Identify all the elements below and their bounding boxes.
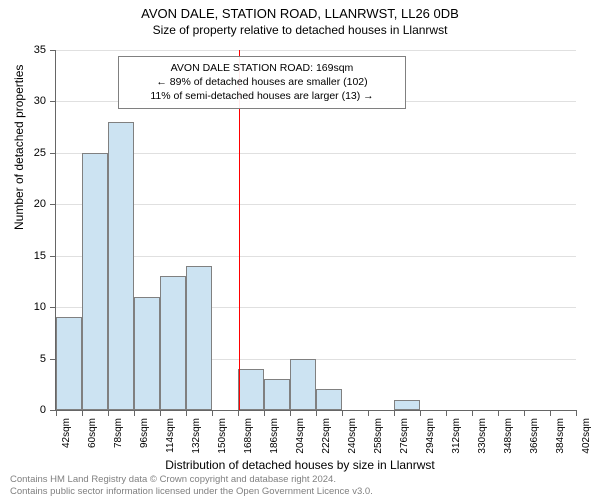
x-tick-label: 222sqm	[321, 418, 332, 454]
y-tick	[50, 50, 56, 51]
x-tick	[134, 410, 135, 416]
x-tick	[446, 410, 447, 416]
x-tick-label: 78sqm	[113, 418, 124, 448]
x-tick	[160, 410, 161, 416]
histogram-bar	[56, 317, 82, 410]
info-line-2: ← 89% of detached houses are smaller (10…	[127, 75, 397, 89]
x-tick	[498, 410, 499, 416]
x-tick	[368, 410, 369, 416]
histogram-bar	[238, 369, 264, 410]
x-tick-label: 384sqm	[555, 418, 566, 454]
y-tick	[50, 256, 56, 257]
x-tick	[238, 410, 239, 416]
x-tick-label: 96sqm	[139, 418, 150, 448]
x-tick-label: 204sqm	[295, 418, 306, 454]
x-tick-label: 312sqm	[451, 418, 462, 454]
histogram-bar	[82, 153, 108, 410]
gridline-h	[56, 50, 576, 51]
x-tick-label: 402sqm	[581, 418, 592, 454]
x-tick-label: 330sqm	[477, 418, 488, 454]
gridline-h	[56, 204, 576, 205]
histogram-bar	[108, 122, 134, 410]
y-tick-label: 35	[34, 44, 46, 56]
histogram-bar	[290, 359, 316, 410]
footer-line-1: Contains HM Land Registry data © Crown c…	[10, 474, 373, 486]
x-tick-label: 42sqm	[61, 418, 72, 448]
y-tick-label: 15	[34, 250, 46, 262]
x-tick-label: 60sqm	[87, 418, 98, 448]
x-tick-label: 276sqm	[399, 418, 410, 454]
gridline-h	[56, 153, 576, 154]
page-title: AVON DALE, STATION ROAD, LLANRWST, LL26 …	[0, 0, 600, 21]
y-tick	[50, 153, 56, 154]
x-tick-label: 294sqm	[425, 418, 436, 454]
histogram-bar	[316, 389, 342, 410]
info-box: AVON DALE STATION ROAD: 169sqm ← 89% of …	[118, 56, 406, 109]
x-tick	[108, 410, 109, 416]
histogram-bar	[394, 400, 420, 410]
y-axis-title: Number of detached properties	[12, 65, 26, 230]
gridline-h	[56, 256, 576, 257]
x-axis-title: Distribution of detached houses by size …	[0, 458, 600, 472]
x-tick	[394, 410, 395, 416]
x-tick	[186, 410, 187, 416]
histogram-bar	[264, 379, 290, 410]
x-tick	[82, 410, 83, 416]
x-tick	[212, 410, 213, 416]
histogram-bar	[160, 276, 186, 410]
y-tick	[50, 101, 56, 102]
x-tick-label: 240sqm	[347, 418, 358, 454]
y-tick-label: 20	[34, 198, 46, 210]
plot-area: 0510152025303542sqm60sqm78sqm96sqm114sqm…	[55, 50, 576, 411]
x-tick-label: 258sqm	[373, 418, 384, 454]
x-tick-label: 150sqm	[217, 418, 228, 454]
x-tick	[472, 410, 473, 416]
footer-attribution: Contains HM Land Registry data © Crown c…	[10, 474, 373, 498]
x-tick-label: 168sqm	[243, 418, 254, 454]
info-line-1: AVON DALE STATION ROAD: 169sqm	[127, 61, 397, 75]
page-subtitle: Size of property relative to detached ho…	[0, 21, 600, 37]
y-tick-label: 5	[40, 353, 46, 365]
x-tick	[420, 410, 421, 416]
x-tick	[264, 410, 265, 416]
y-tick	[50, 307, 56, 308]
y-tick-label: 0	[40, 404, 46, 416]
x-tick	[524, 410, 525, 416]
footer-line-2: Contains public sector information licen…	[10, 486, 373, 498]
y-tick-label: 25	[34, 147, 46, 159]
x-tick	[316, 410, 317, 416]
x-tick-label: 132sqm	[191, 418, 202, 454]
info-line-3: 11% of semi-detached houses are larger (…	[127, 89, 397, 103]
x-tick	[550, 410, 551, 416]
y-tick	[50, 204, 56, 205]
x-tick	[56, 410, 57, 416]
x-tick-label: 366sqm	[529, 418, 540, 454]
histogram-bar	[186, 266, 212, 410]
x-tick	[342, 410, 343, 416]
chart-container: AVON DALE, STATION ROAD, LLANRWST, LL26 …	[0, 0, 600, 500]
y-tick-label: 10	[34, 301, 46, 313]
y-tick-label: 30	[34, 95, 46, 107]
x-tick-label: 348sqm	[503, 418, 514, 454]
histogram-bar	[134, 297, 160, 410]
x-tick	[576, 410, 577, 416]
x-tick	[290, 410, 291, 416]
x-tick-label: 186sqm	[269, 418, 280, 454]
x-tick-label: 114sqm	[165, 418, 176, 453]
